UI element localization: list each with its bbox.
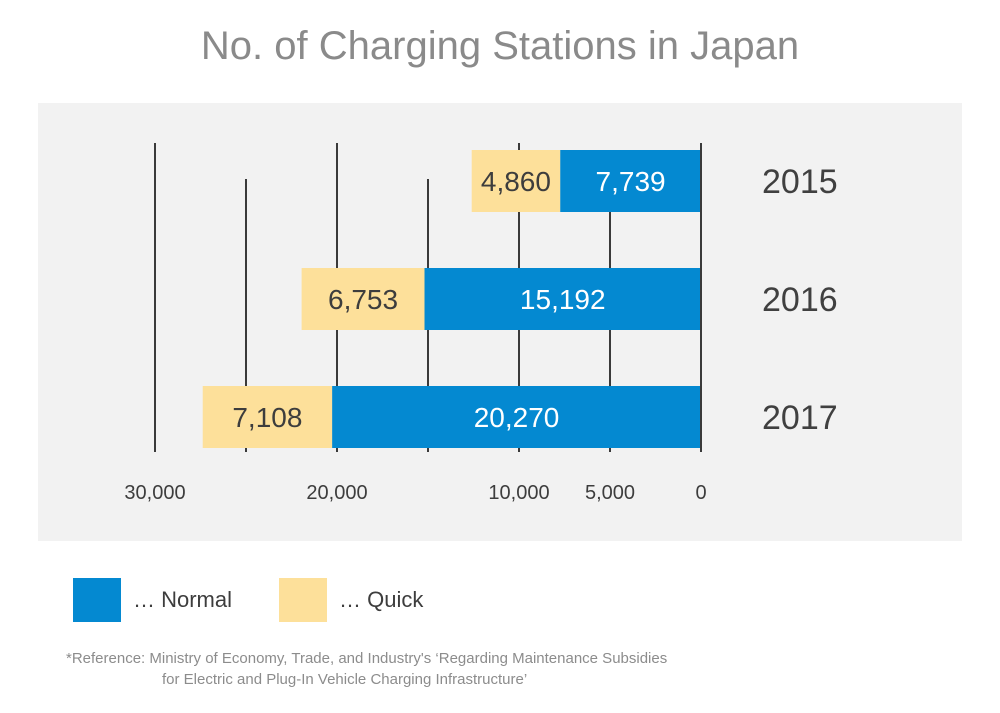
x-tick-label: 20,000 bbox=[306, 482, 367, 504]
x-tick-label: 5,000 bbox=[585, 482, 635, 504]
bar-quick-2017 bbox=[202, 386, 333, 448]
legend-swatch-quick bbox=[279, 578, 327, 622]
category-label-2015: 2015 bbox=[762, 163, 838, 201]
legend-item-quick: … Quick bbox=[279, 578, 423, 622]
bar-label-quick-2016: 6,753 bbox=[328, 284, 398, 315]
category-label-2016: 2016 bbox=[762, 281, 838, 319]
bar-normal-2016 bbox=[424, 268, 701, 330]
reference-note: *Reference: Ministry of Economy, Trade, … bbox=[66, 648, 667, 690]
reference-line-2: for Electric and Plug-In Vehicle Chargin… bbox=[162, 671, 528, 688]
bar-label-normal-2017: 20,270 bbox=[474, 402, 560, 433]
bar-quick-2016 bbox=[301, 268, 425, 330]
bar-normal-2017 bbox=[332, 386, 701, 448]
x-tick-label: 10,000 bbox=[488, 482, 549, 504]
legend-label-normal: … Normal bbox=[133, 587, 233, 612]
bar-label-quick-2015: 4,860 bbox=[481, 166, 551, 197]
bar-quick-2015 bbox=[471, 150, 561, 212]
x-tick-label: 30,000 bbox=[124, 482, 185, 504]
bar-label-quick-2017: 7,108 bbox=[232, 402, 302, 433]
legend-label-quick: … Quick bbox=[339, 587, 424, 612]
bar-label-normal-2016: 15,192 bbox=[520, 284, 606, 315]
legend-swatch-normal bbox=[73, 578, 121, 622]
bar-label-normal-2015: 7,739 bbox=[596, 166, 666, 197]
reference-line-1: *Reference: Ministry of Economy, Trade, … bbox=[66, 650, 668, 667]
bar-normal-2015 bbox=[560, 150, 701, 212]
category-label-2017: 2017 bbox=[762, 399, 838, 437]
chart-title: No. of Charging Stations in Japan bbox=[200, 24, 800, 68]
legend-item-normal: … Normal bbox=[73, 578, 232, 622]
x-tick-label: 0 bbox=[695, 482, 706, 504]
